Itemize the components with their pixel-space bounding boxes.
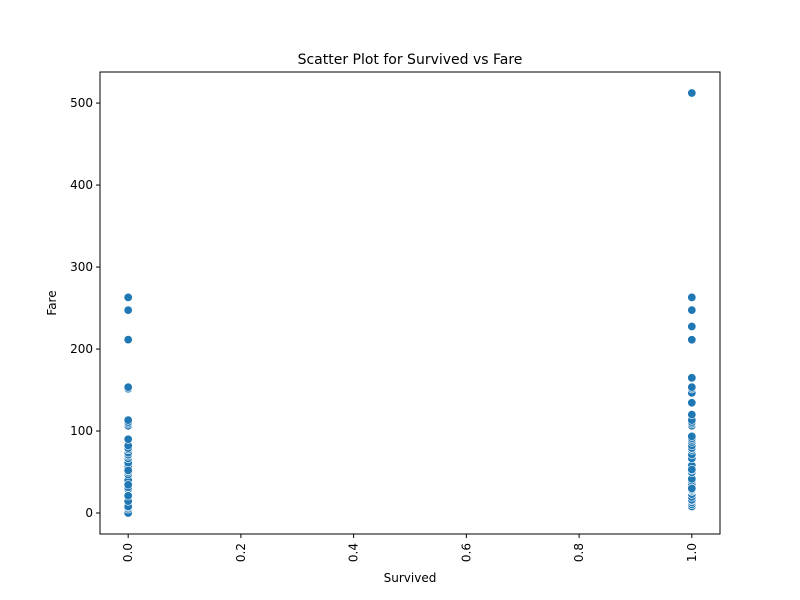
data-point bbox=[123, 382, 133, 392]
data-point bbox=[123, 305, 133, 315]
data-point bbox=[687, 410, 697, 420]
x-tick-label: 0.4 bbox=[347, 543, 361, 562]
y-tick-label: 400 bbox=[70, 178, 93, 192]
data-point bbox=[687, 373, 697, 383]
y-axis-label: Fare bbox=[45, 290, 59, 315]
x-axis-label: Survived bbox=[384, 571, 437, 585]
data-point bbox=[687, 321, 697, 331]
data-point bbox=[687, 305, 697, 315]
data-point bbox=[123, 335, 133, 345]
data-point bbox=[123, 465, 133, 475]
y-tick-label: 0 bbox=[85, 506, 93, 520]
y-tick-label: 200 bbox=[70, 342, 93, 356]
x-axis-ticks: 0.0 0.2 0.4 0.6 0.8 1.0 bbox=[121, 534, 699, 562]
data-point bbox=[687, 88, 697, 98]
data-point bbox=[687, 398, 697, 408]
data-points bbox=[123, 88, 697, 518]
x-tick-label: 1.0 bbox=[685, 543, 699, 562]
data-point bbox=[687, 431, 697, 441]
data-point bbox=[123, 292, 133, 302]
data-point bbox=[123, 415, 133, 425]
plot-area bbox=[100, 72, 720, 534]
data-point bbox=[687, 464, 697, 474]
x-tick-label: 0.2 bbox=[234, 543, 248, 562]
x-tick-label: 0.0 bbox=[121, 543, 135, 562]
data-point bbox=[687, 335, 697, 345]
data-point bbox=[687, 382, 697, 392]
y-tick-label: 100 bbox=[70, 424, 93, 438]
x-tick-label: 0.8 bbox=[572, 543, 586, 562]
chart-title: Scatter Plot for Survived vs Fare bbox=[298, 52, 523, 68]
data-point bbox=[687, 483, 697, 493]
y-axis-ticks: 0 100 200 300 400 500 bbox=[70, 96, 100, 520]
y-tick-label: 300 bbox=[70, 260, 93, 274]
y-tick-label: 500 bbox=[70, 96, 93, 110]
data-point bbox=[123, 434, 133, 444]
data-point bbox=[123, 491, 133, 501]
data-point bbox=[687, 292, 697, 302]
data-point bbox=[123, 480, 133, 490]
x-tick-label: 0.6 bbox=[459, 543, 473, 562]
plot-frame bbox=[99, 71, 721, 535]
